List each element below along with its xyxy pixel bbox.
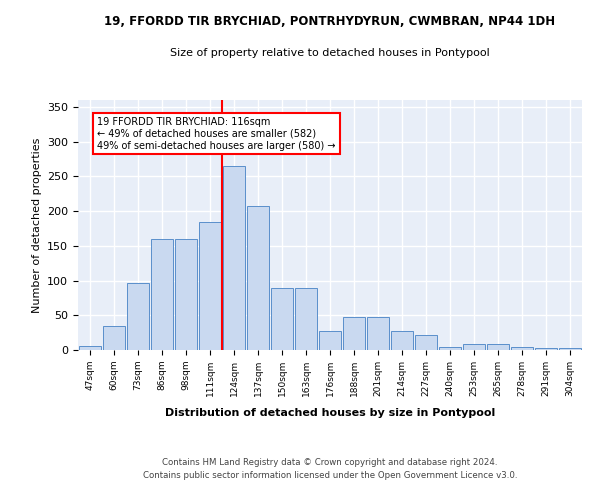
Text: Contains HM Land Registry data © Crown copyright and database right 2024.
Contai: Contains HM Land Registry data © Crown c… — [143, 458, 517, 480]
Text: Size of property relative to detached houses in Pontypool: Size of property relative to detached ho… — [170, 48, 490, 58]
Bar — [487, 344, 509, 350]
Bar — [175, 239, 197, 350]
Bar — [127, 284, 149, 350]
Bar — [103, 326, 125, 350]
Bar — [247, 206, 269, 350]
Bar — [463, 344, 485, 350]
Bar — [151, 239, 173, 350]
Bar — [199, 222, 221, 350]
Bar — [391, 331, 413, 350]
Bar — [439, 346, 461, 350]
Text: Distribution of detached houses by size in Pontypool: Distribution of detached houses by size … — [165, 408, 495, 418]
Bar — [415, 334, 437, 350]
Bar — [559, 348, 581, 350]
Bar — [367, 316, 389, 350]
Bar — [79, 346, 101, 350]
Y-axis label: Number of detached properties: Number of detached properties — [32, 138, 41, 312]
Bar — [223, 166, 245, 350]
Text: 19 FFORDD TIR BRYCHIAD: 116sqm
← 49% of detached houses are smaller (582)
49% of: 19 FFORDD TIR BRYCHIAD: 116sqm ← 49% of … — [97, 118, 336, 150]
Bar — [271, 288, 293, 350]
Bar — [511, 346, 533, 350]
Bar — [343, 316, 365, 350]
Bar — [319, 331, 341, 350]
Text: 19, FFORDD TIR BRYCHIAD, PONTRHYDYRUN, CWMBRAN, NP44 1DH: 19, FFORDD TIR BRYCHIAD, PONTRHYDYRUN, C… — [104, 15, 556, 28]
Bar — [295, 288, 317, 350]
Bar — [535, 348, 557, 350]
